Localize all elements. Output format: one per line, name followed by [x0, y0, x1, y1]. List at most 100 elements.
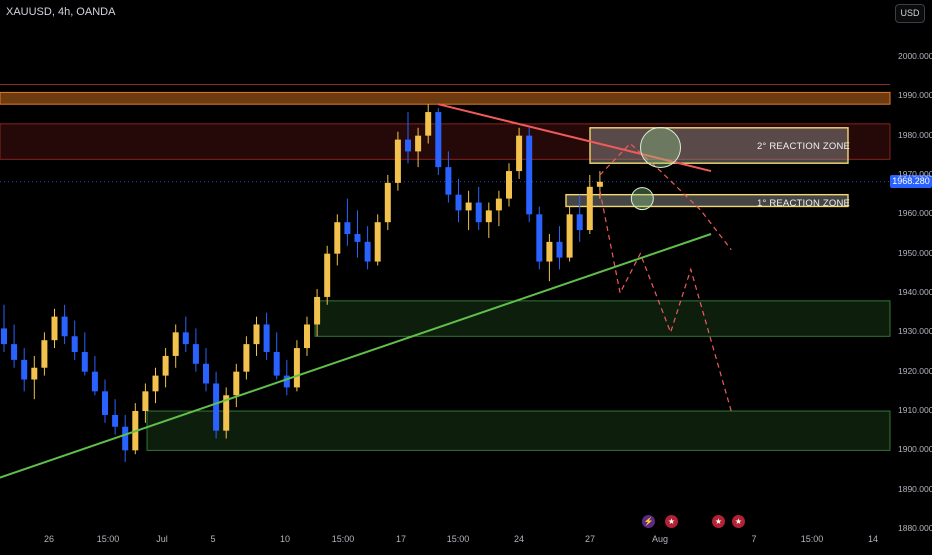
candle — [102, 391, 108, 415]
upper-support-zone — [314, 300, 891, 337]
candle — [586, 186, 593, 231]
candle — [112, 414, 119, 427]
candle — [253, 324, 260, 345]
candle — [21, 359, 28, 380]
candle — [142, 391, 149, 411]
candle — [324, 253, 331, 297]
time-tick-label: 7 — [751, 534, 757, 544]
price-tick-label: 1950.000 — [898, 247, 932, 258]
candle — [415, 135, 422, 152]
time-tick-label: 15:00 — [800, 534, 824, 544]
time-tick-label: Jul — [156, 534, 168, 544]
time-tick-label: 15:00 — [446, 534, 470, 544]
resistance-zone — [0, 123, 891, 160]
reaction-circle-1 — [630, 187, 654, 211]
price-tick-label: 1920.000 — [898, 365, 932, 376]
candle — [213, 383, 220, 431]
candle — [51, 316, 58, 341]
candle — [465, 202, 472, 211]
candle — [334, 222, 341, 254]
candle — [475, 202, 482, 223]
candle — [445, 167, 452, 195]
ascending-support-line — [0, 233, 712, 479]
time-tick-label: 24 — [513, 534, 525, 544]
candle — [425, 112, 432, 136]
time-tick-label: Aug — [651, 534, 669, 544]
price-tick-label: 2000.000 — [898, 51, 932, 61]
candle — [455, 194, 462, 211]
candle — [596, 181, 603, 187]
candle — [31, 367, 38, 380]
candle — [364, 241, 371, 262]
candle — [182, 332, 189, 345]
candle — [394, 139, 401, 183]
candle — [273, 352, 280, 376]
candle — [304, 324, 310, 349]
candle — [546, 241, 553, 262]
candle — [536, 214, 543, 262]
candle — [243, 344, 250, 372]
time-tick-label: 26 — [43, 534, 55, 544]
lower-support-zone — [146, 410, 891, 451]
price-tick-label: 1940.000 — [898, 287, 932, 297]
price-tick-label: 1880.000 — [898, 523, 932, 533]
candle — [1, 328, 7, 345]
price-tick-label: 1960.000 — [898, 208, 932, 219]
time-tick-label: 15:00 — [96, 534, 120, 544]
price-tick-label: 1890.000 — [898, 483, 932, 494]
candle — [566, 214, 573, 258]
resistance-band — [0, 91, 891, 105]
time-tick-label: 15:00 — [331, 534, 355, 544]
time-tick-label: 10 — [279, 534, 291, 544]
descending-resistance-line — [438, 103, 712, 173]
candle — [223, 395, 230, 431]
time-tick-label: 5 — [210, 534, 216, 544]
time-tick-label: 14 — [867, 534, 879, 544]
candle — [41, 340, 48, 368]
us-flag-icon[interactable]: ★ — [732, 515, 745, 528]
candle — [11, 344, 18, 360]
candle — [495, 198, 502, 211]
candle — [384, 182, 391, 223]
time-tick-label: 27 — [584, 534, 596, 544]
candle — [314, 296, 321, 325]
us-flag-icon[interactable]: ★ — [665, 515, 678, 528]
candle — [71, 336, 78, 352]
candle — [516, 135, 523, 172]
current-price-label: 1968.280 — [890, 175, 932, 188]
projection-path-upper — [599, 142, 732, 251]
reaction-zone-1-label: 1° REACTION ZONE — [757, 198, 851, 209]
candle — [152, 375, 159, 392]
candle — [283, 375, 290, 388]
currency-button[interactable]: USD — [895, 4, 925, 23]
candle — [526, 135, 533, 215]
candle — [506, 171, 512, 199]
candle — [435, 112, 442, 168]
price-tick-label: 1900.000 — [898, 444, 932, 455]
candle — [122, 426, 129, 451]
candle — [162, 355, 169, 376]
candle — [344, 222, 351, 234]
candle — [263, 324, 270, 352]
projection-path — [599, 190, 732, 412]
price-tick-label: 1970.000 — [898, 169, 932, 179]
price-tick-label: 1930.000 — [898, 326, 932, 337]
reaction-circle-2 — [640, 126, 681, 168]
reaction-zone-1 — [565, 193, 849, 208]
us-flag-icon[interactable]: ★ — [712, 515, 725, 528]
candle — [233, 371, 240, 396]
price-tick-label: 1990.000 — [898, 90, 932, 101]
lightning-icon[interactable]: ⚡ — [642, 515, 655, 528]
candle — [91, 371, 98, 392]
candle — [374, 222, 381, 262]
candle — [81, 352, 88, 372]
candle — [485, 210, 492, 223]
candle — [192, 344, 199, 364]
candle — [61, 316, 68, 337]
candle — [576, 214, 583, 231]
reaction-zone-2-label: 2° REACTION ZONE — [757, 141, 851, 152]
candle — [203, 363, 209, 384]
symbol-title[interactable]: XAUUSD, 4h, OANDA — [6, 6, 116, 18]
